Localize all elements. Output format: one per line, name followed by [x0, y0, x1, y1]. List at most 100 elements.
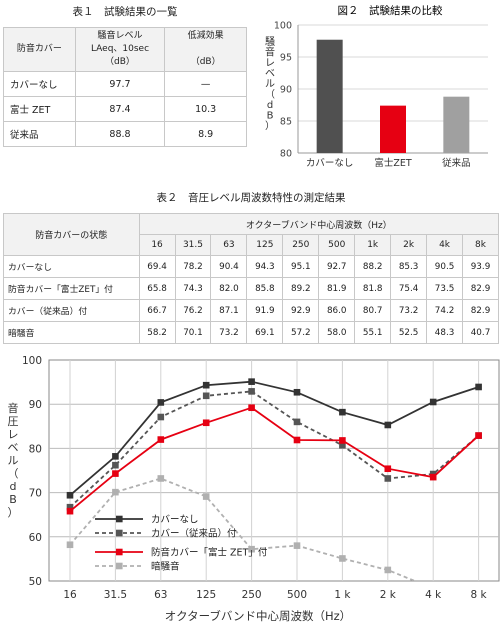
- series-line: [69, 390, 480, 508]
- row-value: 92.7: [318, 255, 356, 278]
- row-value: 91.9: [246, 299, 284, 322]
- row-level: 97.7: [74, 71, 166, 97]
- data-point: [66, 503, 74, 511]
- data-point: [293, 388, 301, 396]
- data-point: [384, 566, 392, 574]
- row-value: 69.1: [246, 321, 284, 344]
- header-freq: 16: [138, 234, 176, 256]
- row-value: 87.1: [210, 299, 248, 322]
- data-point: [248, 388, 255, 395]
- row-value: 80.7: [354, 299, 392, 322]
- row-name: 富士 ZET: [3, 96, 76, 122]
- header-freq: 250: [282, 234, 320, 256]
- table-row: 暗騒音 58.2 70.1 73.2 69.1 57.2 58.0 55.1 52.5 48.3 4…: [3, 321, 499, 344]
- data-point: [248, 404, 255, 412]
- x-tick-label: 16: [63, 589, 77, 601]
- series-line: [69, 406, 480, 512]
- row-value: 90.5: [426, 255, 464, 278]
- header-freq: 1k: [354, 234, 392, 256]
- legend-label: 防音カバー「富士 ZET」付: [151, 547, 268, 559]
- data-point: [66, 507, 74, 515]
- row-value: 52.5: [390, 321, 428, 344]
- header-reduction: 低減効果 （dB）: [164, 27, 247, 72]
- y-tick-label: 100: [22, 355, 42, 367]
- data-point: [248, 378, 255, 385]
- row-reduction: 8.9: [164, 121, 247, 147]
- table-row: 富士 ZET 87.4 10.3: [3, 96, 247, 122]
- legend-marker: [116, 529, 123, 537]
- header-freq: 500: [318, 234, 356, 256]
- row-value: 89.2: [282, 277, 320, 300]
- x-tick-label: 2 k: [380, 589, 397, 601]
- row-value: 95.1: [282, 255, 320, 278]
- x-axis-label: オクターブバンド中心周波数（Hz）: [165, 609, 351, 623]
- data-point: [66, 491, 74, 499]
- legend-label: 暗騒音: [151, 561, 180, 573]
- row-value: 75.4: [390, 277, 428, 300]
- y-tick-label: 90: [29, 399, 42, 411]
- row-value: 81.9: [318, 277, 356, 300]
- row-value: 66.7: [138, 299, 176, 322]
- x-tick-label: カバーなし: [306, 158, 354, 169]
- table-row: カバー（従来品）付 66.7 76.2 87.1 91.9 92.9 86.0 80.7 73.…: [3, 299, 499, 322]
- row-value: 74.3: [174, 277, 212, 300]
- y-tick-label: 80: [280, 149, 292, 160]
- header-cover: 防音カバー: [3, 27, 76, 72]
- data-point: [475, 432, 482, 439]
- data-point: [112, 470, 119, 477]
- data-point: [112, 453, 119, 460]
- legend-label: カバーなし: [151, 515, 199, 526]
- header-freq: 31.5: [174, 234, 212, 256]
- x-tick-label: 1 k: [334, 589, 351, 601]
- bar: [443, 96, 470, 153]
- data-point: [157, 436, 165, 443]
- header-freq: 2k: [390, 234, 428, 256]
- data-point: [202, 381, 210, 389]
- data-point: [293, 418, 301, 426]
- row-name: 暗騒音: [3, 321, 140, 344]
- bar: [380, 105, 406, 153]
- x-tick-label: 従来品: [442, 157, 471, 169]
- row-level: 88.8: [74, 121, 166, 147]
- data-point: [384, 465, 392, 473]
- data-point: [248, 545, 255, 553]
- x-tick-label: 富士ZET: [374, 157, 412, 169]
- x-tick-label: 4 k: [425, 589, 442, 601]
- data-point: [429, 473, 437, 481]
- y-tick-label: 90: [280, 85, 292, 96]
- row-value: 40.7: [462, 321, 499, 344]
- x-tick-label: 125: [196, 589, 216, 601]
- data-point: [339, 408, 346, 416]
- data-point: [475, 432, 482, 439]
- data-point: [202, 493, 210, 500]
- data-point: [339, 437, 346, 444]
- frequency-table: 防音カバーの状態 オクターブバンド中心周波数（Hz） 16 31.5 63 125 25…: [3, 213, 500, 344]
- row-value: 90.4: [210, 255, 248, 278]
- plot-frame: [48, 359, 500, 582]
- table-row: カバーなし 97.7 —: [3, 71, 247, 97]
- series-layer: [66, 378, 482, 581]
- row-value: 58.2: [138, 321, 176, 344]
- y-tick-label: 100: [274, 21, 292, 32]
- y-tick-label: 95: [280, 53, 292, 64]
- row-value: 55.1: [354, 321, 392, 344]
- legend-marker: [116, 548, 123, 556]
- row-value: 92.9: [282, 299, 320, 322]
- row-value: 48.3: [426, 321, 464, 344]
- data-point: [429, 398, 437, 406]
- legend-label: カバー（従来品）付: [151, 528, 237, 540]
- row-value: 82.9: [462, 299, 499, 322]
- row-value: 85.3: [390, 255, 428, 278]
- row-name: 防音カバー「富士ZET」付: [3, 277, 140, 300]
- row-value: 86.0: [318, 299, 356, 322]
- x-tick-label: 63: [154, 589, 167, 601]
- row-value: 73.2: [210, 321, 248, 344]
- row-reduction: —: [164, 71, 247, 97]
- data-point: [339, 442, 346, 449]
- table-row: 従来品 88.8 8.9: [3, 121, 247, 147]
- row-value: 88.2: [354, 255, 392, 278]
- y-axis-label: 騒音レベル（ d B）: [265, 36, 275, 132]
- data-point: [384, 421, 392, 429]
- bar-chart-title: 図２ 試験結果の比較: [338, 4, 443, 17]
- row-value: 73.2: [390, 299, 428, 322]
